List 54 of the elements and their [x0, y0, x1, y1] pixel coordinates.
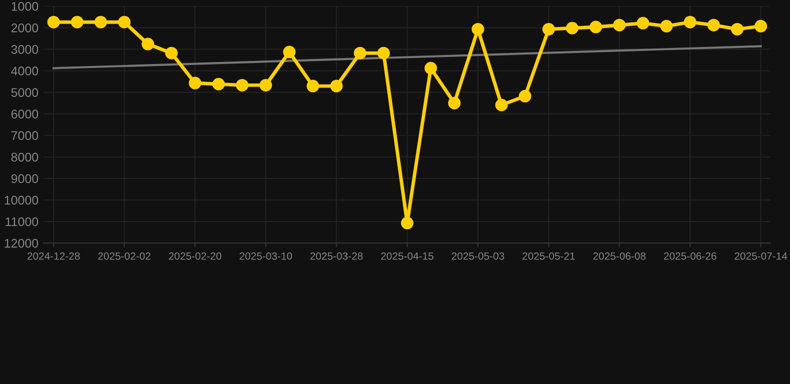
point [424, 62, 438, 74]
x-tick-label: 2025-03-28 [310, 252, 363, 260]
x-tick-label: 2025-05-03 [452, 252, 504, 260]
y-tick-label: 9000 [11, 174, 38, 184]
point [472, 22, 484, 36]
y-tick-label: 7000 [11, 131, 38, 140]
point [283, 46, 296, 58]
point [94, 16, 107, 28]
point [730, 22, 744, 36]
y-tick-label: 5000 [11, 88, 38, 97]
y-tick-label: 4000 [11, 66, 38, 76]
y-tick-label: 12000 [4, 238, 38, 248]
x-tick-label: 2024-12-28 [27, 252, 80, 260]
y-tick-label: 2000 [11, 23, 38, 32]
point [188, 76, 202, 90]
point [613, 18, 626, 32]
point [566, 22, 578, 34]
y-tick-label: 1000 [12, 2, 38, 11]
x-tick-label: 2025-03-10 [240, 252, 292, 260]
point [707, 18, 720, 32]
x-tick-label: 2025-06-08 [593, 252, 646, 260]
point [212, 78, 225, 90]
point [684, 16, 696, 28]
point [636, 16, 650, 30]
x-tick-label: 2025-07-14 [734, 252, 788, 260]
point [754, 20, 768, 32]
x-tick-label: 2025-04-15 [381, 252, 434, 260]
point [165, 46, 178, 60]
point [354, 46, 366, 60]
point [518, 90, 532, 102]
y-tick-label: 6000 [11, 110, 38, 118]
point [400, 216, 414, 230]
point [70, 16, 84, 28]
point [377, 46, 390, 60]
point [118, 16, 131, 28]
y-tick-label: 8000 [11, 152, 38, 162]
point [47, 16, 60, 28]
point [236, 78, 248, 92]
point [260, 78, 272, 92]
point [330, 80, 343, 92]
y-tick-label: 10000 [4, 196, 38, 205]
point [660, 20, 673, 32]
x-tick-label: 2025-02-02 [98, 252, 150, 260]
point [495, 98, 508, 112]
x-tick-label: 2025-06-26 [664, 252, 716, 260]
point [142, 38, 154, 50]
x-tick-label: 2025-02-20 [168, 252, 222, 260]
point [448, 96, 461, 110]
point [590, 20, 602, 34]
point [306, 80, 320, 92]
point [542, 22, 555, 36]
y-tick-label: 11000 [6, 217, 38, 226]
x-tick-label: 2025-05-21 [522, 252, 575, 260]
y-tick-label: 3000 [11, 45, 38, 54]
